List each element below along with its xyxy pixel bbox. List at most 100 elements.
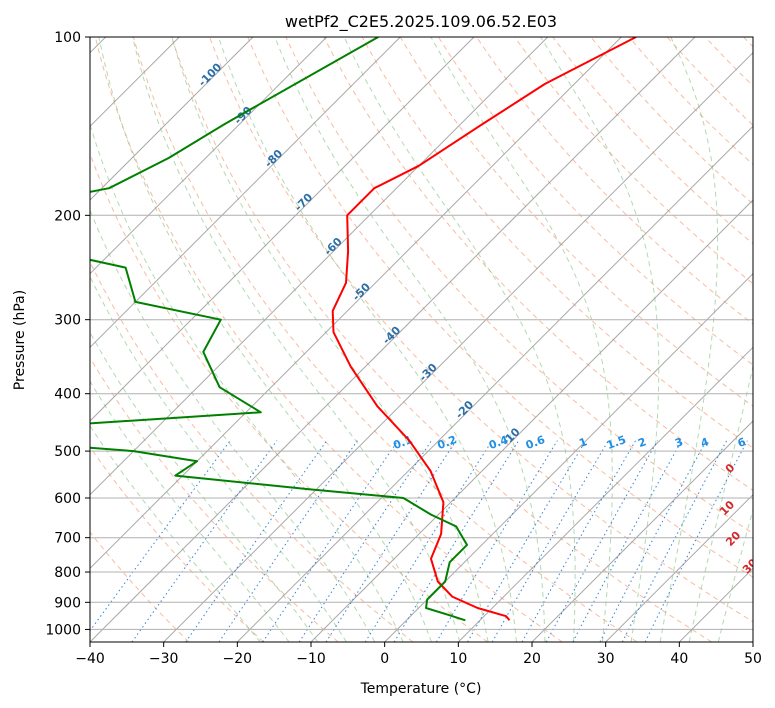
isotherm-label: -50 xyxy=(350,280,373,303)
profile-series xyxy=(90,37,637,622)
mixing-ratio-line xyxy=(298,440,432,642)
isotherm-label: -20 xyxy=(453,398,476,421)
x-tick-label: 50 xyxy=(744,651,762,667)
temperature-line xyxy=(331,37,637,621)
isotherm xyxy=(531,420,753,642)
y-tick-label: 200 xyxy=(54,208,81,224)
mixing-ratio-line xyxy=(435,440,558,642)
x-tick-label: 20 xyxy=(523,651,541,667)
mixing-ratio-line xyxy=(131,440,278,642)
moist-adiabat xyxy=(659,37,719,642)
mixing-ratio-line xyxy=(572,440,683,642)
isotherm xyxy=(90,37,475,422)
moist-adiabat xyxy=(274,37,546,642)
isotherm xyxy=(384,272,753,642)
mixing-ratio-label: 0.6 xyxy=(524,433,547,452)
isotherm-label: -30 xyxy=(417,361,440,384)
mixing-ratio-label: 0.4 xyxy=(487,433,510,452)
dry-adiabat xyxy=(90,260,414,642)
isotherm-label: -80 xyxy=(262,147,285,170)
wet-bulb-label: 40 xyxy=(757,584,775,604)
x-tick-label: 30 xyxy=(597,651,615,667)
isotherm xyxy=(605,493,753,642)
x-tick-label: 0 xyxy=(380,651,389,667)
y-tick-label: 400 xyxy=(54,387,81,403)
dry-adiabat xyxy=(171,37,712,642)
mixing-ratio-label: 1 xyxy=(577,435,589,450)
mixing-ratio-line xyxy=(491,440,609,642)
moist-adiabat xyxy=(90,123,404,642)
dry-adiabat xyxy=(514,37,753,285)
wet-bulb-label: 20 xyxy=(723,529,743,549)
mixing-ratio-line xyxy=(90,440,231,632)
isotherm xyxy=(678,567,753,642)
moist-adiabat xyxy=(90,275,347,642)
x-tick-label: 10 xyxy=(449,651,467,667)
y-tick-label: 800 xyxy=(54,565,81,581)
dewpoint-line xyxy=(90,37,468,622)
x-axis-label: Temperature (°C) xyxy=(360,681,482,697)
moist-adiabat xyxy=(430,37,613,642)
isotherm xyxy=(90,37,328,275)
isotherm-label: -40 xyxy=(380,324,403,347)
isotherm-label: -60 xyxy=(322,235,345,258)
mixing-ratio-label: 6 xyxy=(736,435,748,450)
y-tick-label: 900 xyxy=(54,595,81,611)
isotherm xyxy=(752,641,753,642)
isotherm-label: -70 xyxy=(292,190,315,213)
mixing-ratio-line xyxy=(185,440,328,642)
moist-adiabat xyxy=(217,37,517,642)
x-tick-label: −20 xyxy=(223,651,253,667)
mixing-ratio-line xyxy=(621,440,728,642)
isotherm xyxy=(90,37,401,349)
y-axis-label: Pressure (hPa) xyxy=(12,290,28,390)
dry-adiabat xyxy=(90,446,264,642)
mixing-ratio-line xyxy=(393,440,520,642)
moist-adiabat xyxy=(90,331,319,642)
dry-adiabat xyxy=(132,37,638,642)
dry-adiabat xyxy=(399,37,753,407)
mixing-ratio-label: 8 xyxy=(758,435,770,450)
x-tick-label: 40 xyxy=(670,651,688,667)
mixing-ratio-label: 1.5 xyxy=(605,433,628,452)
isotherm xyxy=(163,51,753,642)
dry-adiabat xyxy=(437,37,753,366)
moist-adiabat xyxy=(343,37,576,642)
dry-adiabat xyxy=(94,37,563,642)
isotherm xyxy=(90,37,254,201)
moist-adiabat xyxy=(132,37,461,642)
mixing-ratio-line xyxy=(467,440,587,642)
mixing-ratio-line xyxy=(521,440,637,642)
dry-adiabat xyxy=(743,37,753,48)
mixing-ratio-label: 2 xyxy=(636,435,648,450)
moist-adiabat xyxy=(171,37,489,642)
moist-adiabat xyxy=(688,363,753,642)
x-tick-label: −10 xyxy=(296,651,326,667)
y-tick-label: 300 xyxy=(54,313,81,329)
dry-adiabat xyxy=(704,37,753,87)
dry-adiabat xyxy=(247,37,753,578)
mixing-ratio-line xyxy=(644,440,748,642)
isotherm xyxy=(457,346,753,642)
chart-title: wetPf2_C2E5.2025.109.06.52.E03 xyxy=(285,12,557,32)
mixing-ratio-label: 4 xyxy=(699,435,711,450)
dry-adiabat xyxy=(323,37,753,491)
mixing-ratio-label: 0.2 xyxy=(436,433,459,452)
background-lines xyxy=(90,37,753,642)
dry-adiabat xyxy=(476,37,753,325)
moist-adiabat xyxy=(98,37,432,642)
dry-adiabat xyxy=(209,37,753,623)
moist-adiabat xyxy=(717,507,753,642)
dry-adiabat xyxy=(666,37,753,126)
dry-adiabat xyxy=(90,356,339,642)
moist-adiabat xyxy=(90,208,376,642)
y-tick-label: 600 xyxy=(54,491,81,507)
x-tick-label: −40 xyxy=(75,651,105,667)
mixing-ratio-line xyxy=(364,440,493,642)
wet-bulb-label: 10 xyxy=(717,498,737,518)
moist-adiabat xyxy=(540,37,660,642)
dry-adiabat xyxy=(90,531,190,642)
dry-adiabat xyxy=(90,152,488,642)
moist-adiabat xyxy=(90,380,290,642)
